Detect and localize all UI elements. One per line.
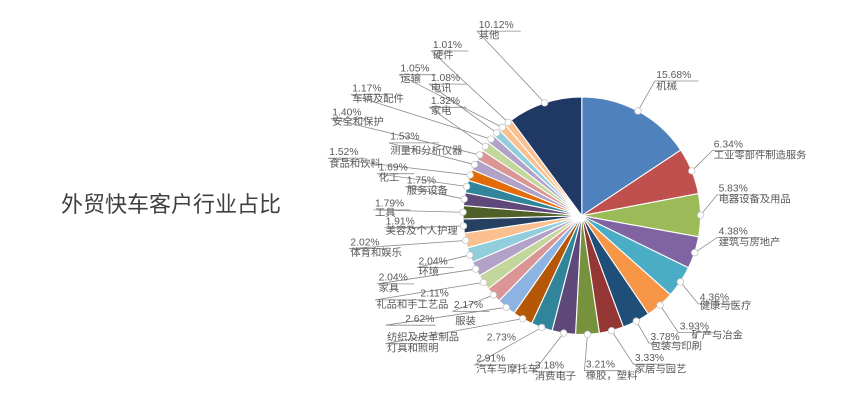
svg-text:包装与印刷: 包装与印刷 (651, 339, 702, 352)
svg-text:2.02%: 2.02% (350, 238, 379, 249)
svg-text:2.91%: 2.91% (476, 354, 505, 365)
svg-text:服务设备: 服务设备 (407, 184, 449, 197)
svg-text:运输: 运输 (400, 72, 421, 85)
svg-text:10.12%: 10.12% (479, 20, 514, 31)
svg-text:工业零部件制造服务: 工业零部件制造服务 (714, 149, 807, 162)
svg-text:电器设备及用品: 电器设备及用品 (719, 193, 791, 206)
svg-text:礼品和手工艺品: 礼品和手工艺品 (376, 298, 448, 311)
svg-text:测量和分析仪器: 测量和分析仪器 (390, 144, 462, 157)
svg-text:家电: 家电 (431, 104, 452, 117)
svg-text:体育和娱乐: 体育和娱乐 (350, 246, 401, 259)
svg-text:2.17%: 2.17% (454, 300, 483, 311)
svg-text:家居与园艺: 家居与园艺 (635, 363, 686, 376)
svg-text:美容及个人护理: 美容及个人护理 (386, 224, 458, 237)
svg-text:汽车与摩托车: 汽车与摩托车 (476, 363, 538, 376)
svg-text:1.08%: 1.08% (431, 73, 460, 84)
svg-text:家具: 家具 (379, 281, 400, 294)
svg-text:服装: 服装 (455, 315, 476, 328)
svg-text:3.21%: 3.21% (586, 360, 615, 371)
svg-text:2.04%: 2.04% (419, 256, 448, 267)
svg-text:化工: 化工 (379, 171, 400, 184)
svg-text:硬件: 硬件 (433, 49, 454, 61)
svg-text:环境: 环境 (419, 265, 440, 278)
svg-text:15.68%: 15.68% (656, 70, 691, 81)
svg-text:机械: 机械 (656, 79, 677, 92)
svg-text:1.17%: 1.17% (352, 83, 381, 94)
svg-text:6.34%: 6.34% (714, 139, 743, 150)
svg-text:1.53%: 1.53% (390, 132, 419, 143)
svg-text:纺织及皮革制品: 纺织及皮革制品 (387, 331, 459, 344)
svg-text:1.52%: 1.52% (329, 147, 358, 158)
svg-text:车辆及配件: 车辆及配件 (352, 92, 403, 105)
svg-text:健康与医疗: 健康与医疗 (700, 299, 751, 312)
svg-text:2.73%: 2.73% (487, 333, 516, 344)
svg-text:1.05%: 1.05% (400, 64, 429, 75)
svg-text:橡胶，塑料: 橡胶，塑料 (586, 369, 637, 382)
svg-text:1.01%: 1.01% (433, 40, 462, 51)
svg-text:灯具和照明: 灯具和照明 (387, 342, 438, 354)
svg-text:矿产与冶金: 矿产与冶金 (692, 329, 743, 342)
svg-text:5.83%: 5.83% (719, 184, 748, 195)
svg-text:4.38%: 4.38% (719, 226, 748, 237)
svg-text:安全和保护: 安全和保护 (332, 115, 383, 128)
svg-text:3.33%: 3.33% (635, 353, 664, 364)
svg-text:消费电子: 消费电子 (535, 370, 576, 383)
svg-text:工具: 工具 (375, 207, 396, 219)
svg-text:2.11%: 2.11% (420, 289, 448, 300)
svg-text:1.69%: 1.69% (379, 163, 408, 174)
svg-text:1.75%: 1.75% (407, 176, 436, 187)
svg-text:电讯: 电讯 (431, 81, 452, 94)
svg-text:2.04%: 2.04% (379, 273, 408, 284)
svg-text:其他: 其他 (479, 28, 500, 41)
svg-text:食品和饮料: 食品和饮料 (329, 157, 380, 170)
svg-text:建筑与房地产: 建筑与房地产 (719, 236, 781, 249)
svg-text:2.62%: 2.62% (405, 314, 434, 325)
svg-text:3.18%: 3.18% (535, 361, 564, 372)
